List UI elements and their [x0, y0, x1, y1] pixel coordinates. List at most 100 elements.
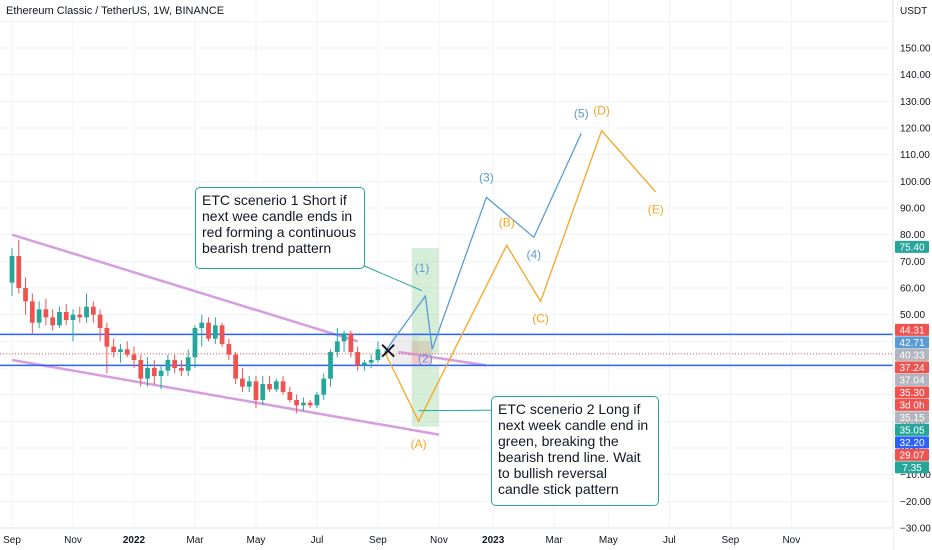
candle-body[interactable]: [240, 378, 245, 387]
candle-body[interactable]: [111, 346, 117, 352]
candle-body[interactable]: [341, 333, 347, 342]
price-badge-label: 37.24: [899, 363, 924, 374]
price-badge: [895, 323, 929, 336]
candle-body[interactable]: [29, 301, 35, 323]
price-badge: [895, 361, 929, 374]
scenario-box-2: [411, 248, 439, 355]
y-tick-label: 100.00: [900, 177, 931, 188]
x-tick-label: May: [247, 535, 266, 546]
candle-body[interactable]: [287, 392, 293, 400]
price-badge-label: 35.05: [899, 425, 924, 436]
price-badge: [895, 398, 929, 411]
candle-body[interactable]: [124, 349, 130, 355]
candle-body[interactable]: [138, 360, 144, 379]
price-badge-label: 37.04: [899, 375, 924, 386]
price-badge-label: 75.40: [899, 242, 924, 253]
cross-marker-b: [381, 343, 395, 358]
candle-body[interactable]: [301, 402, 306, 406]
candle-body[interactable]: [273, 381, 279, 390]
candle-body[interactable]: [294, 400, 300, 406]
candle-body[interactable]: [355, 352, 360, 366]
wave-label: (5): [574, 106, 589, 120]
candle-body[interactable]: [348, 333, 354, 352]
candle-body[interactable]: [70, 314, 76, 320]
candle-body[interactable]: [172, 360, 178, 368]
candle-body[interactable]: [50, 317, 56, 326]
price-badge-label: 3d 0h: [899, 400, 924, 411]
trend-line-2[interactable]: [398, 350, 487, 367]
y-tick-label: 130.00: [900, 97, 931, 108]
price-badge-label: 44.31: [899, 325, 924, 336]
candle-body[interactable]: [328, 352, 333, 379]
scenario-box-1: [411, 341, 433, 366]
candle-body[interactable]: [362, 362, 367, 366]
wave-label: (D): [593, 104, 610, 118]
y-tick-label: 50.00: [900, 310, 925, 321]
candle-body[interactable]: [84, 306, 89, 318]
candle-body[interactable]: [206, 322, 211, 339]
candle-body[interactable]: [233, 354, 239, 379]
time-axis[interactable]: [0, 528, 893, 550]
wave-path-1[interactable]: [384, 129, 657, 423]
x-tick-label: Mar: [186, 535, 204, 546]
candle-body[interactable]: [158, 370, 164, 376]
candle-body[interactable]: [368, 360, 374, 363]
candle-body[interactable]: [165, 360, 171, 371]
candle-body[interactable]: [219, 325, 225, 344]
trend-line-0[interactable]: [11, 233, 358, 343]
candle-body[interactable]: [16, 256, 22, 288]
y-tick-label: 110.00: [900, 150, 930, 161]
candle-body[interactable]: [185, 357, 191, 371]
candle-body[interactable]: [9, 256, 15, 283]
wave-path-0[interactable]: [384, 133, 582, 353]
candle-body[interactable]: [23, 288, 28, 302]
y-tick-label: 70.00: [900, 257, 925, 268]
candle-body[interactable]: [63, 312, 69, 320]
x-tick-label: Jul: [311, 535, 324, 546]
chart-title: Ethereum Classic / TetherUS, 1W, BINANCE: [6, 5, 225, 17]
annotation-scenario-long[interactable]: ETC scenerio 2 Long if next week candle …: [491, 396, 659, 506]
candle-body[interactable]: [104, 328, 110, 347]
candle-body[interactable]: [199, 322, 205, 328]
candle-body[interactable]: [226, 344, 232, 355]
price-badge-label: 32.20: [899, 438, 924, 449]
candle-body[interactable]: [97, 314, 103, 328]
wave-label: (A): [411, 437, 427, 451]
candle-body[interactable]: [307, 402, 313, 406]
price-badge: [895, 348, 929, 361]
candle-body[interactable]: [57, 312, 62, 326]
candle-body[interactable]: [145, 368, 150, 379]
candle-body[interactable]: [314, 394, 320, 406]
candle-body[interactable]: [192, 328, 198, 358]
candle-body[interactable]: [77, 314, 83, 318]
candle-body[interactable]: [36, 309, 42, 323]
y-tick-label: −10.00: [900, 470, 931, 481]
candle-body[interactable]: [334, 341, 340, 352]
candle-body[interactable]: [260, 384, 266, 400]
candle-body[interactable]: [118, 349, 123, 352]
candle-body[interactable]: [321, 378, 327, 395]
candle-body[interactable]: [151, 368, 157, 376]
price-badge-label: 29.07: [899, 450, 924, 461]
candle-body[interactable]: [90, 306, 96, 315]
price-badge: [895, 336, 929, 349]
candle-body[interactable]: [246, 381, 252, 387]
annotation-scenario-short[interactable]: ETC scenerio 1 Short if next wee candle …: [195, 187, 365, 269]
x-tick-label: Sep: [369, 535, 387, 546]
candle-body[interactable]: [179, 368, 184, 371]
candle-body[interactable]: [267, 384, 272, 390]
candle-body[interactable]: [131, 354, 137, 360]
candle-body[interactable]: [212, 325, 218, 339]
price-badge: [895, 436, 929, 449]
price-badge: [895, 240, 929, 253]
wave-label: (C): [532, 312, 549, 326]
candle-body[interactable]: [280, 381, 286, 392]
candle-body[interactable]: [43, 309, 49, 318]
wave-label: (2): [418, 352, 433, 366]
x-tick-label: Nov: [430, 535, 448, 546]
trend-line-1[interactable]: [11, 358, 440, 436]
candle-body[interactable]: [253, 381, 259, 400]
wave-label: (3): [479, 170, 494, 184]
candle-body[interactable]: [375, 349, 381, 360]
